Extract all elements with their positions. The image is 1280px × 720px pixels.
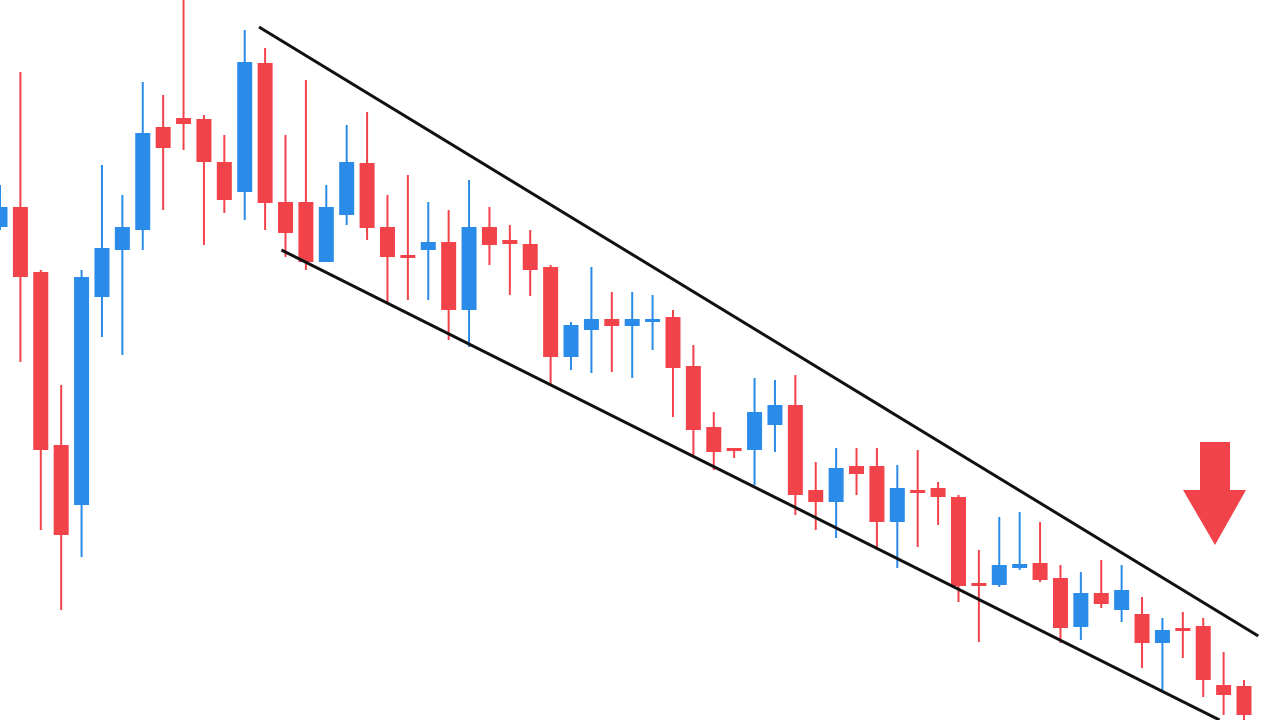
candle-body (196, 119, 212, 162)
down-arrow-icon (1183, 442, 1246, 545)
candle-body (278, 202, 294, 233)
candle-body (114, 227, 130, 250)
candle-body (543, 267, 559, 357)
candle-body (971, 583, 987, 586)
candle-body (53, 445, 69, 535)
candle-body (1216, 685, 1232, 695)
candle-body (74, 277, 90, 505)
candle-body (1195, 626, 1211, 680)
candle-body (1012, 564, 1028, 568)
candle-body (298, 202, 314, 262)
candle-body (318, 207, 334, 262)
candle-body (1236, 686, 1252, 715)
candle-body (461, 227, 477, 310)
candle-body (379, 227, 395, 257)
candle-body (339, 162, 355, 215)
candle-body (808, 490, 824, 502)
candle-body (950, 497, 966, 586)
candle-body (563, 325, 579, 357)
candle-body (257, 63, 273, 203)
candle-body (94, 248, 110, 297)
candle-body (828, 468, 844, 502)
candle-body (869, 466, 885, 522)
candle-body (787, 405, 803, 495)
candle-body (604, 319, 620, 326)
candle-body (0, 207, 8, 227)
candle-body (420, 242, 436, 250)
candle-body (991, 565, 1007, 585)
candle-body (502, 240, 518, 244)
candle-body (726, 448, 742, 451)
candle-body (155, 127, 171, 148)
candle-body (216, 162, 232, 200)
candle-body (400, 255, 416, 258)
candle-body (849, 466, 865, 474)
candle-body (706, 427, 722, 452)
trend-line (258, 25, 1260, 638)
candle-body (645, 319, 661, 322)
candle-body (176, 118, 192, 124)
candle-body (624, 319, 640, 326)
trend-line (280, 248, 1221, 720)
candle-body (767, 405, 783, 425)
candle-body (135, 133, 151, 230)
candle-body (1175, 628, 1191, 631)
candle-body (12, 207, 28, 277)
candle-body (1114, 590, 1130, 610)
candle-body (1073, 593, 1089, 627)
candle-body (685, 366, 701, 430)
candle-body (441, 242, 457, 310)
candle-body (237, 62, 253, 192)
candle-body (33, 272, 49, 450)
candle-body (747, 412, 763, 450)
candle-body (930, 488, 946, 497)
candle-body (1032, 563, 1048, 580)
candle-body (889, 488, 905, 522)
candle-body (1052, 578, 1068, 628)
candle-body (665, 317, 681, 368)
candle-body (1154, 630, 1170, 643)
candle-body (910, 490, 926, 493)
candle-body (1134, 614, 1150, 643)
candle-body (1093, 593, 1109, 604)
candle-body (359, 163, 375, 228)
candle-body (481, 227, 497, 245)
candle-body (522, 244, 538, 270)
candle-body (583, 319, 599, 330)
